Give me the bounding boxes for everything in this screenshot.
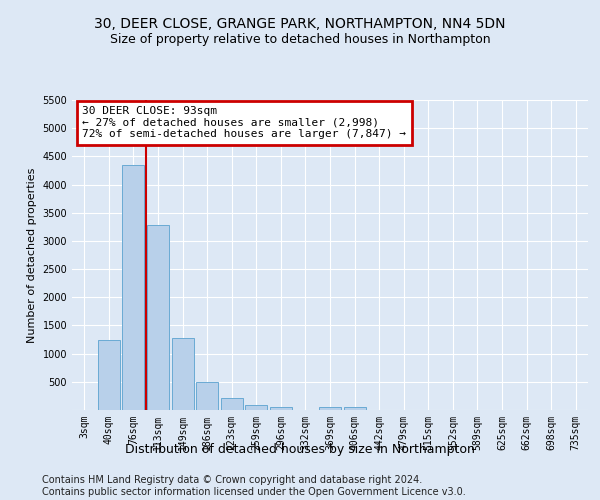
Bar xyxy=(196,382,218,410)
Text: 30 DEER CLOSE: 93sqm
← 27% of detached houses are smaller (2,998)
72% of semi-de: 30 DEER CLOSE: 93sqm ← 27% of detached h… xyxy=(82,106,406,140)
Text: Contains HM Land Registry data © Crown copyright and database right 2024.
Contai: Contains HM Land Registry data © Crown c… xyxy=(42,475,466,496)
Text: Distribution of detached houses by size in Northampton: Distribution of detached houses by size … xyxy=(125,442,475,456)
Bar xyxy=(245,406,268,410)
Text: 30, DEER CLOSE, GRANGE PARK, NORTHAMPTON, NN4 5DN: 30, DEER CLOSE, GRANGE PARK, NORTHAMPTON… xyxy=(94,18,506,32)
Bar xyxy=(147,225,169,410)
Bar xyxy=(270,406,292,410)
Text: Size of property relative to detached houses in Northampton: Size of property relative to detached ho… xyxy=(110,32,490,46)
Bar xyxy=(319,407,341,410)
Bar xyxy=(122,165,145,410)
Bar xyxy=(98,340,120,410)
Y-axis label: Number of detached properties: Number of detached properties xyxy=(27,168,37,342)
Bar xyxy=(172,338,194,410)
Bar xyxy=(221,398,243,410)
Bar xyxy=(344,407,365,410)
